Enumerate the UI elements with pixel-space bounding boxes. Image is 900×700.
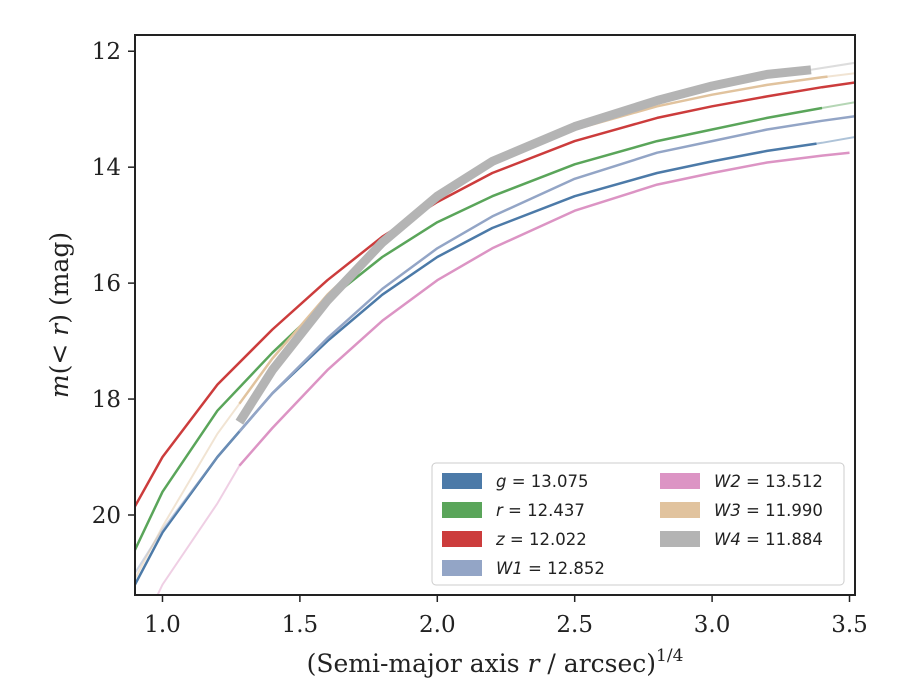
series-line-z [135,81,855,507]
legend-swatch-r [442,502,482,518]
series-line-W3 [238,75,828,405]
y-axis-label: m(< r) (mag) [45,232,74,398]
x-tick-label: 3.0 [694,612,731,638]
x-tick-label: 2.5 [556,612,593,638]
legend-label-g: g = 13.075 [496,472,589,491]
legend: g = 13.075 r = 12.437 z = 12.022 W1 = 12.85… [431,462,845,586]
legend-label-W3: W3 = 11.990 [714,501,823,520]
x-tick-label: 1.5 [282,612,319,638]
x-axis-label: (Semi-major axis r / arcsec)1/4 [307,646,684,678]
series-line-W2 [238,151,850,467]
y-tick-label: 20 [92,503,121,529]
y-tick-label: 14 [92,155,121,181]
series-line-faint-W3 [826,72,855,78]
y-tick-label: 18 [92,387,121,413]
series-line-W4 [235,65,812,425]
series-line-faint-r [821,101,855,109]
series-layer [135,61,855,595]
legend-label-W4: W4 = 11.884 [714,530,823,549]
legend-label-z: z = 12.022 [495,530,587,549]
legend-swatch-W2 [660,473,700,489]
legend-frame [431,462,845,586]
tick-layer: 1.0 1.5 2.0 2.5 3.0 3.5 12 14 16 18 20 [92,39,868,638]
legend-label-r: r = 12.437 [496,501,585,520]
x-tick-label: 1.0 [144,612,181,638]
series-line-faint-W2 [156,464,241,595]
legend-label-W2: W2 = 13.512 [714,472,823,491]
plot-frame [134,34,856,596]
series-line-faint-W4 [810,61,855,71]
y-tick-label: 16 [92,271,121,297]
y-tick-label: 12 [92,39,121,65]
legend-swatch-z [442,531,482,547]
series-line-g [135,142,817,586]
legend-swatch-W3 [660,502,700,518]
legend-swatch-W1 [442,560,482,576]
legend-swatch-W4 [660,531,700,547]
series-line-r [135,106,823,551]
series-line-faint-g [815,136,855,145]
x-tick-label: 3.5 [831,612,868,638]
series-line-faint-W3 [135,402,241,580]
legend-label-W1: W1 = 12.852 [496,559,605,578]
series-line-faint-W1 [135,430,241,574]
x-tick-label: 2.0 [419,612,456,638]
legend-swatch-g [442,473,482,489]
series-line-W1 [238,114,855,433]
